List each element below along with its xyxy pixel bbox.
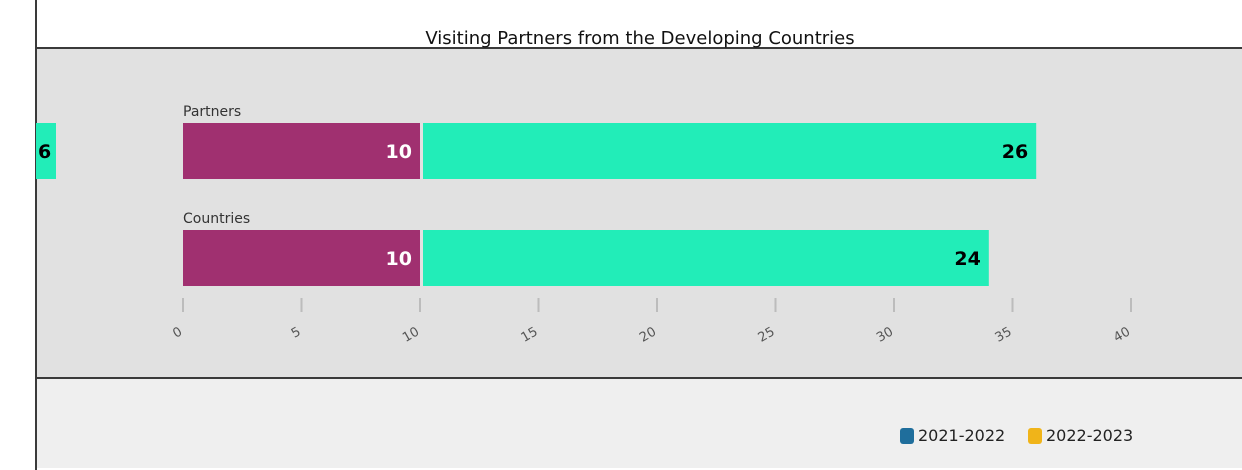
bar-2021-2022 — [183, 230, 420, 286]
bar-value-label: 10 — [386, 248, 412, 270]
category-label: Countries — [183, 211, 250, 227]
bar-2022-2023 — [423, 123, 1037, 179]
x-tick-label: 40 — [1111, 324, 1133, 345]
x-tick-label: 25 — [756, 324, 778, 345]
x-tick-label: 30 — [874, 324, 896, 345]
legend-label: 2022-2023 — [1046, 426, 1133, 445]
bar-value-label: 24 — [954, 248, 980, 270]
plot-background — [36, 48, 1242, 378]
x-tick-label: 35 — [993, 324, 1015, 345]
x-axis: 0 5 10 15 20 25 30 35 40 — [170, 298, 1133, 346]
offscreen-bar-value: 6 — [38, 141, 51, 163]
x-tick-label: 15 — [519, 324, 541, 345]
legend-swatch — [900, 428, 914, 444]
bar-2021-2022 — [183, 123, 420, 179]
legend: 2021-2022 2022-2023 — [900, 426, 1133, 445]
bar-2022-2023 — [423, 230, 989, 286]
legend-label: 2021-2022 — [918, 426, 1005, 445]
legend-panel — [36, 378, 1242, 468]
category-label: Partners — [183, 104, 241, 120]
offscreen-bar-fragment — [36, 123, 56, 179]
legend-swatch — [1028, 428, 1042, 444]
x-tick-label: 20 — [637, 324, 659, 345]
bar-value-label: 10 — [386, 141, 412, 163]
bar-value-label: 26 — [1002, 141, 1028, 163]
x-tick-label: 10 — [400, 324, 422, 345]
chart-title: Visiting Partners from the Developing Co… — [425, 28, 854, 49]
bars-layer: Partners 10 26 Countries 10 24 — [183, 104, 1037, 286]
